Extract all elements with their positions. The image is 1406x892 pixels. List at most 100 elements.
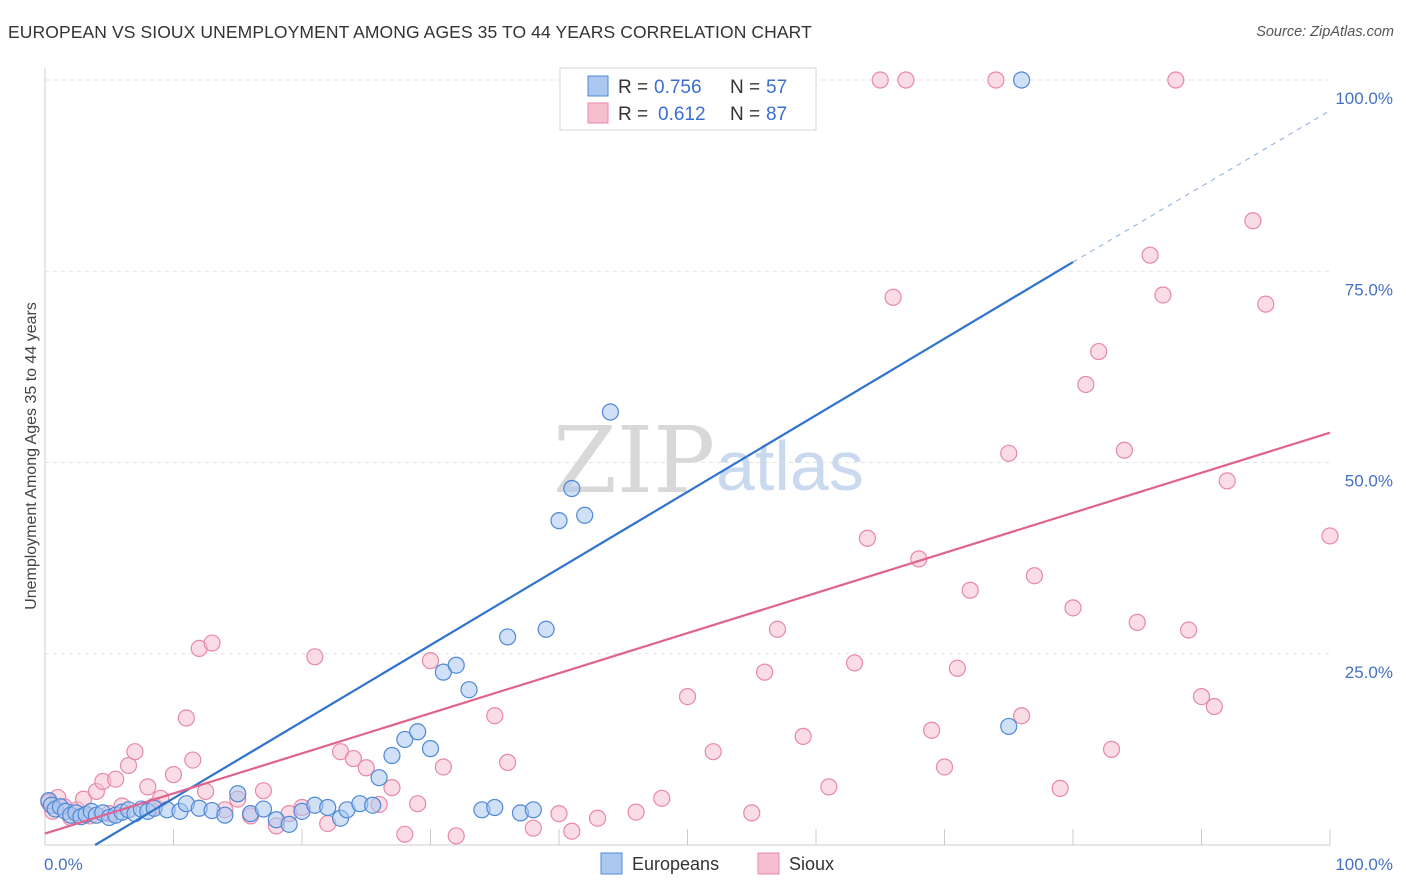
european-point-25 xyxy=(216,806,234,824)
european-point-55 xyxy=(601,403,620,421)
sioux-point-61 xyxy=(884,288,902,306)
legend-n-label-europeans: N = xyxy=(730,77,760,98)
source-label: Source: ZipAtlas.com xyxy=(1256,24,1394,40)
sioux-point-56 xyxy=(794,727,812,745)
chart-title: EUROPEAN VS SIOUX UNEMPLOYMENT AMONG AGE… xyxy=(8,22,812,42)
sioux-point-23 xyxy=(203,634,221,652)
european-point-33 xyxy=(319,798,337,817)
legend-r-label-europeans: R = xyxy=(618,77,648,98)
sioux-point-44 xyxy=(499,753,517,771)
sioux-point-66 xyxy=(948,659,966,677)
sioux-point-34 xyxy=(344,749,362,768)
legend-r-value-europeans: 0.756 xyxy=(654,77,702,98)
sioux-point-35 xyxy=(357,759,375,777)
sioux-point-55 xyxy=(768,620,787,638)
sioux-point-60 xyxy=(871,71,889,89)
sioux-point-81 xyxy=(1167,71,1185,89)
legend-r-value-sioux: 0.612 xyxy=(658,104,706,125)
sioux-point-57 xyxy=(820,778,838,796)
sioux-point-79 xyxy=(1141,246,1159,264)
y-tick-label-0: 25.0% xyxy=(1345,663,1393,682)
y-axis-label: Unemployment Among Ages 35 to 44 years xyxy=(23,302,40,610)
sioux-point-72 xyxy=(1051,779,1069,797)
european-point-38 xyxy=(370,769,388,787)
european-point-54 xyxy=(576,506,594,524)
sioux-point-39 xyxy=(409,795,427,813)
sioux-point-53 xyxy=(743,804,761,822)
european-point-30 xyxy=(280,815,298,833)
european-trend-line xyxy=(94,261,1074,846)
sioux-trend-line xyxy=(44,431,1331,835)
sioux-point-87 xyxy=(1257,295,1275,313)
sioux-point-50 xyxy=(653,789,671,807)
sioux-point-31 xyxy=(306,648,324,666)
european-trend-extension xyxy=(1072,110,1331,263)
bottom-legend-europeans: Europeans xyxy=(632,854,719,874)
sioux-point-75 xyxy=(1090,342,1108,361)
sioux-point-19 xyxy=(177,709,195,727)
sioux-point-70 xyxy=(1012,707,1031,725)
sioux-point-85 xyxy=(1218,472,1236,490)
sioux-point-76 xyxy=(1102,740,1121,758)
sioux-point-74 xyxy=(1077,375,1095,394)
sioux-point-15 xyxy=(139,778,157,796)
y-tick-labels: 25.0% 50.0% 75.0% 100.0% xyxy=(1335,89,1393,682)
watermark: ZIP atlas xyxy=(553,407,864,514)
x-tick-label-0: 0.0% xyxy=(44,855,83,874)
europeans-points xyxy=(40,71,1031,833)
sioux-point-62 xyxy=(897,71,915,89)
european-point-50 xyxy=(524,801,542,819)
sioux-point-59 xyxy=(858,529,877,547)
legend-n-value-sioux: 87 xyxy=(766,104,787,125)
watermark-zip: ZIP xyxy=(553,407,715,514)
bottom-legend-sioux: Sioux xyxy=(789,854,834,874)
sioux-point-78 xyxy=(1128,613,1146,631)
bottom-legend-swatch-europeans xyxy=(600,852,623,875)
x-tick-labels: 0.0% 100.0% xyxy=(44,855,1393,874)
sioux-point-65 xyxy=(935,758,954,776)
sioux-point-11 xyxy=(107,770,125,788)
sioux-point-27 xyxy=(254,782,273,800)
sioux-point-51 xyxy=(678,687,697,706)
axes xyxy=(44,68,1331,846)
sioux-point-46 xyxy=(550,805,568,823)
sioux-point-14 xyxy=(126,743,144,761)
legend-swatch-sioux xyxy=(587,102,609,124)
watermark-atlas: atlas xyxy=(716,427,864,505)
stats-legend: R = 0.756 N = 57 R = 0.612 N = 87 xyxy=(559,67,817,131)
y-tick-label-3: 100.0% xyxy=(1335,89,1393,108)
european-point-52 xyxy=(550,512,568,530)
sioux-point-69 xyxy=(1000,444,1018,462)
european-point-47 xyxy=(486,798,504,817)
sioux-point-80 xyxy=(1154,286,1172,304)
sioux-point-49 xyxy=(627,803,645,821)
sioux-point-48 xyxy=(588,809,607,827)
x-tick-label-1: 100.0% xyxy=(1335,855,1393,874)
european-point-44 xyxy=(447,656,465,674)
legend-n-label-sioux: N = xyxy=(730,104,760,125)
european-point-56 xyxy=(1000,717,1018,736)
sioux-point-68 xyxy=(987,71,1005,89)
sioux-point-82 xyxy=(1180,621,1198,639)
sioux-point-41 xyxy=(434,758,452,776)
sioux-point-52 xyxy=(704,743,722,761)
sioux-point-64 xyxy=(923,721,941,739)
bottom-legend-swatch-sioux xyxy=(757,852,780,875)
european-point-57 xyxy=(1012,71,1031,89)
sioux-point-20 xyxy=(184,751,202,769)
european-point-51 xyxy=(537,620,555,638)
sioux-point-84 xyxy=(1205,697,1223,716)
sioux-point-45 xyxy=(524,819,542,837)
european-point-48 xyxy=(499,628,517,646)
european-point-45 xyxy=(460,681,478,699)
sioux-point-58 xyxy=(845,654,864,672)
trend-lines xyxy=(44,110,1331,846)
sioux-point-86 xyxy=(1244,212,1262,230)
sioux-point-43 xyxy=(486,707,504,725)
sioux-point-77 xyxy=(1115,441,1134,459)
european-point-40 xyxy=(396,730,414,749)
european-point-26 xyxy=(229,785,247,803)
bottom-legend: Europeans Sioux xyxy=(600,852,834,875)
european-point-53 xyxy=(563,479,581,498)
